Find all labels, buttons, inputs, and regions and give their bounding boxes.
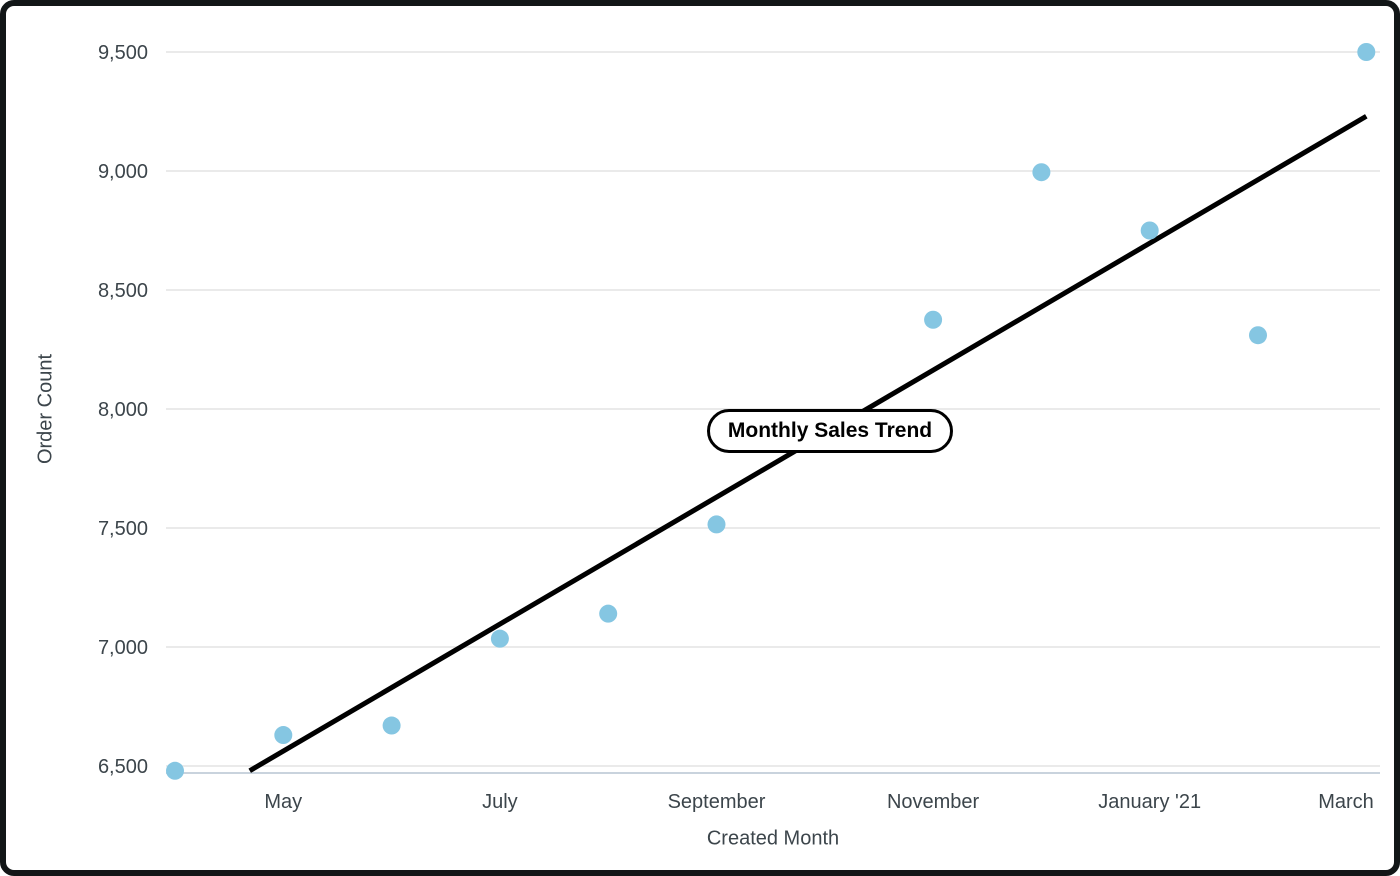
data-point[interactable] <box>707 515 726 534</box>
x-tick-label: January '21 <box>1098 791 1201 813</box>
x-tick-label: November <box>887 791 980 813</box>
y-tick-label: 7,500 <box>98 518 148 540</box>
data-point[interactable] <box>1140 221 1159 240</box>
x-tick-label: September <box>668 791 766 813</box>
y-tick-label: 9,000 <box>98 161 148 183</box>
y-tick-label: 8,500 <box>98 280 148 302</box>
data-point[interactable] <box>599 604 618 623</box>
data-point[interactable] <box>490 629 509 648</box>
y-tick-label: 8,000 <box>98 399 148 421</box>
x-axis-title: Created Month <box>706 827 840 850</box>
y-axis-title: Order Count <box>34 353 57 465</box>
data-point[interactable] <box>274 726 293 745</box>
data-point[interactable] <box>382 716 401 735</box>
x-tick-label: March <box>1318 791 1374 813</box>
y-tick-label: 7,000 <box>98 637 148 659</box>
data-point[interactable] <box>1357 43 1376 61</box>
data-point[interactable] <box>924 310 943 329</box>
data-point[interactable] <box>166 761 184 780</box>
y-tick-label: 6,500 <box>98 756 148 778</box>
trend-label-pill: Monthly Sales Trend <box>707 409 953 453</box>
y-tick-label: 9,500 <box>98 42 148 64</box>
data-point[interactable] <box>1249 326 1267 345</box>
x-tick-label: May <box>264 791 302 813</box>
chart-title: Monthly Sales Trend <box>727 419 933 442</box>
data-point[interactable] <box>1032 163 1051 182</box>
x-tick-label: July <box>482 791 518 813</box>
